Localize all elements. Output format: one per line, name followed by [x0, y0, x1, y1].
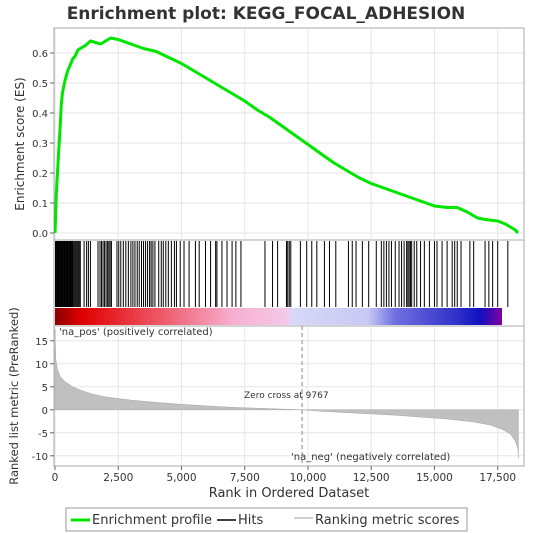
metric-y-axis: 15 10 5 0 -5 -10	[32, 337, 54, 463]
hits	[55, 241, 509, 307]
es-y-axis: 0.0 0.1 0.2 0.3 0.4 0.5 0.6	[32, 49, 54, 240]
x-tick-label: 17,500	[479, 472, 516, 484]
x-tick-label: 2,500	[103, 472, 133, 484]
x-axis: 0 2,500 5,000 7,500 10,000 12,500 15,000 17,500	[52, 466, 516, 484]
x-tick-label: 0	[52, 472, 59, 484]
metric-y-tick-label: 0	[42, 406, 48, 417]
es-y-tick-label: 0.3	[32, 139, 48, 150]
rank-color-bar	[55, 308, 502, 325]
legend-label-ranking-metric: Ranking metric scores	[315, 513, 460, 528]
metric-y-tick-label: -5	[38, 429, 48, 440]
metric-y-tick-label: 15	[35, 337, 48, 348]
metric-y-tick-label: -10	[32, 452, 48, 463]
metric-y-tick-label: 10	[35, 360, 48, 371]
x-tick-label: 15,000	[416, 472, 453, 484]
metric-y-axis-label: Ranked list metric (PreRanked)	[7, 307, 21, 485]
x-tick-label: 7,500	[230, 472, 260, 484]
es-y-tick-label: 0.5	[32, 79, 48, 90]
negative-correlation-label: 'na_neg' (negatively correlated)	[291, 452, 450, 463]
x-tick-label: 10,000	[290, 472, 327, 484]
es-y-tick-label: 0.6	[32, 49, 48, 60]
legend-label-hits: Hits	[238, 513, 263, 528]
es-panel-frame	[53, 27, 525, 241]
enrichment-profile-line	[54, 36, 520, 234]
x-tick-label: 5,000	[166, 472, 196, 484]
chart-title: Enrichment plot: KEGG_FOCAL_ADHESION	[67, 4, 466, 24]
metric-panel-frame	[53, 325, 525, 467]
metric-y-tick-label: 5	[42, 383, 48, 394]
legend: Enrichment profile Hits Ranking metric s…	[65, 507, 468, 532]
ranking-metric-area	[54, 329, 519, 459]
es-y-tick-label: 0.4	[32, 109, 48, 120]
legend-label-enrichment-profile: Enrichment profile	[92, 513, 212, 528]
es-y-tick-label: 0.2	[32, 169, 48, 180]
positive-correlation-label: 'na_pos' (positively correlated)	[59, 327, 213, 338]
legend-frame	[65, 507, 468, 532]
zero-cross-label: Zero cross at 9767	[244, 391, 329, 401]
x-axis-label: Rank in Ordered Dataset	[209, 486, 370, 501]
es-y-axis-label: Enrichment score (ES)	[13, 77, 27, 210]
es-y-tick-label: 0.1	[32, 199, 48, 210]
x-tick-label: 12,500	[353, 472, 390, 484]
es-y-tick-label: 0.0	[32, 229, 48, 240]
